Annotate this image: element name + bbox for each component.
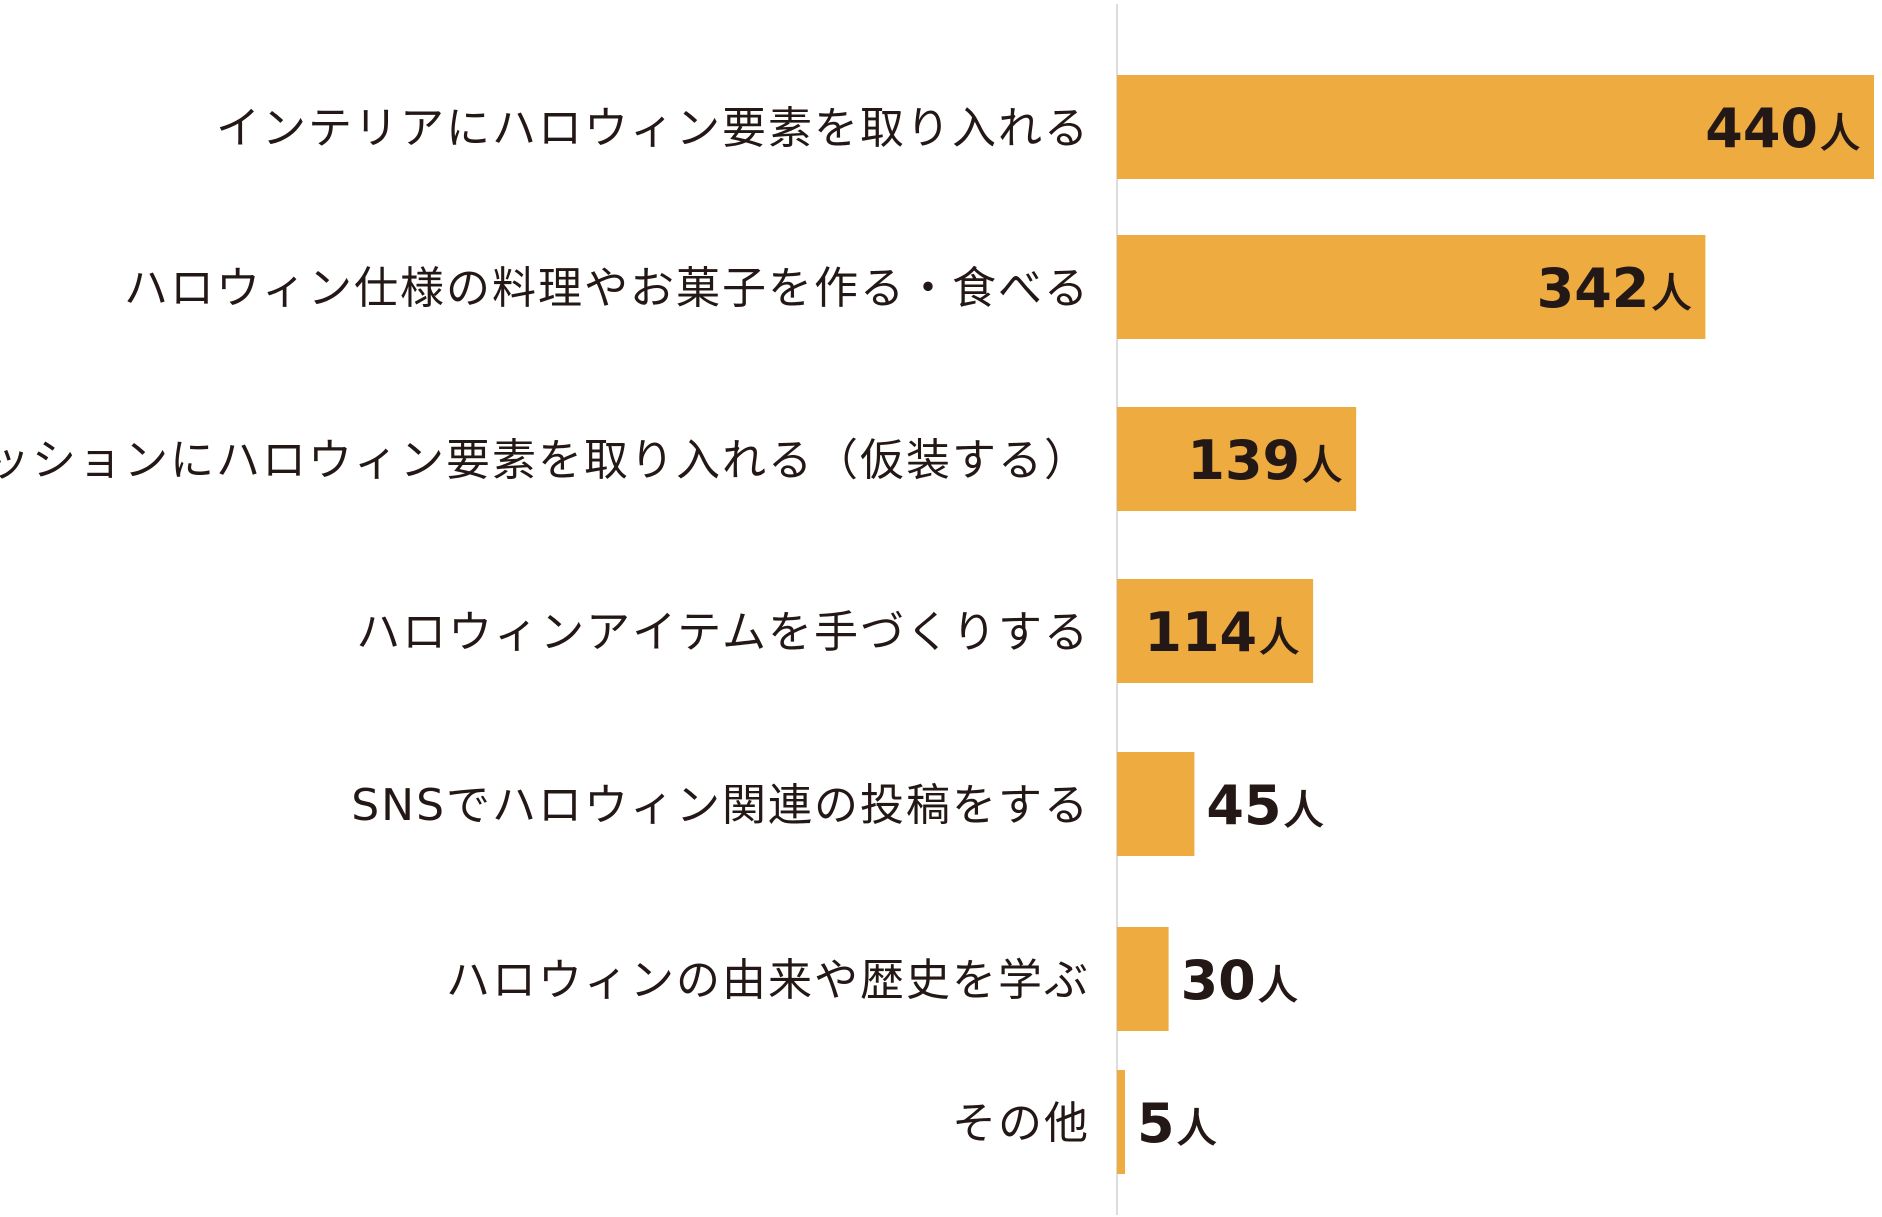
category-label-7: その他 bbox=[952, 1098, 1090, 1149]
category-label-2: ハロウィン仕様の料理やお菓子を作る・食べる bbox=[124, 263, 1090, 314]
bar-3 bbox=[1117, 407, 1357, 511]
value-number-2: 342 bbox=[1537, 257, 1650, 320]
value-label-4: 114人 bbox=[1144, 601, 1299, 664]
value-unit-1: 人 bbox=[1820, 111, 1860, 157]
value-label-3: 139人 bbox=[1187, 429, 1342, 492]
bars-group bbox=[1117, 75, 1874, 1174]
value-unit-7: 人 bbox=[1177, 1106, 1217, 1152]
value-label-2: 342人 bbox=[1537, 257, 1692, 320]
value-label-7: 5人 bbox=[1137, 1092, 1217, 1155]
bar-7 bbox=[1117, 1070, 1125, 1174]
value-number-4: 114 bbox=[1144, 601, 1257, 664]
category-label-4: ハロウィンアイテムを手づくりする bbox=[356, 607, 1090, 658]
value-label-6: 30人 bbox=[1181, 949, 1298, 1012]
category-label-6: ハロウィンの由来や歴史を学ぶ bbox=[446, 955, 1090, 1006]
value-number-7: 5 bbox=[1137, 1092, 1175, 1155]
bar-4 bbox=[1117, 579, 1314, 683]
value-unit-5: 人 bbox=[1284, 788, 1324, 834]
value-unit-6: 人 bbox=[1258, 963, 1298, 1009]
value-number-6: 30 bbox=[1181, 949, 1256, 1012]
bar-1 bbox=[1117, 75, 1874, 179]
value-unit-3: 人 bbox=[1302, 443, 1342, 489]
bar-2 bbox=[1117, 235, 1706, 339]
value-number-5: 45 bbox=[1206, 774, 1281, 837]
value-label-1: 440人 bbox=[1705, 97, 1860, 160]
value-unit-4: 人 bbox=[1259, 615, 1299, 661]
category-label-5: SNSでハロウィン関連の投稿をする bbox=[351, 780, 1090, 831]
bar-6 bbox=[1117, 927, 1169, 1031]
category-label-1: インテリアにハロウィン要素を取り入れる bbox=[216, 103, 1090, 154]
category-labels-group: インテリアにハロウィン要素を取り入れるハロウィン仕様の料理やお菓子を作る・食べる… bbox=[0, 103, 1090, 1149]
value-label-5: 45人 bbox=[1206, 774, 1323, 837]
bar-5 bbox=[1117, 752, 1195, 856]
category-label-3: ファッションにハロウィン要素を取り入れる（仮装する） bbox=[0, 435, 1090, 486]
value-number-3: 139 bbox=[1187, 429, 1300, 492]
value-number-1: 440 bbox=[1705, 97, 1818, 160]
value-unit-2: 人 bbox=[1651, 271, 1691, 317]
